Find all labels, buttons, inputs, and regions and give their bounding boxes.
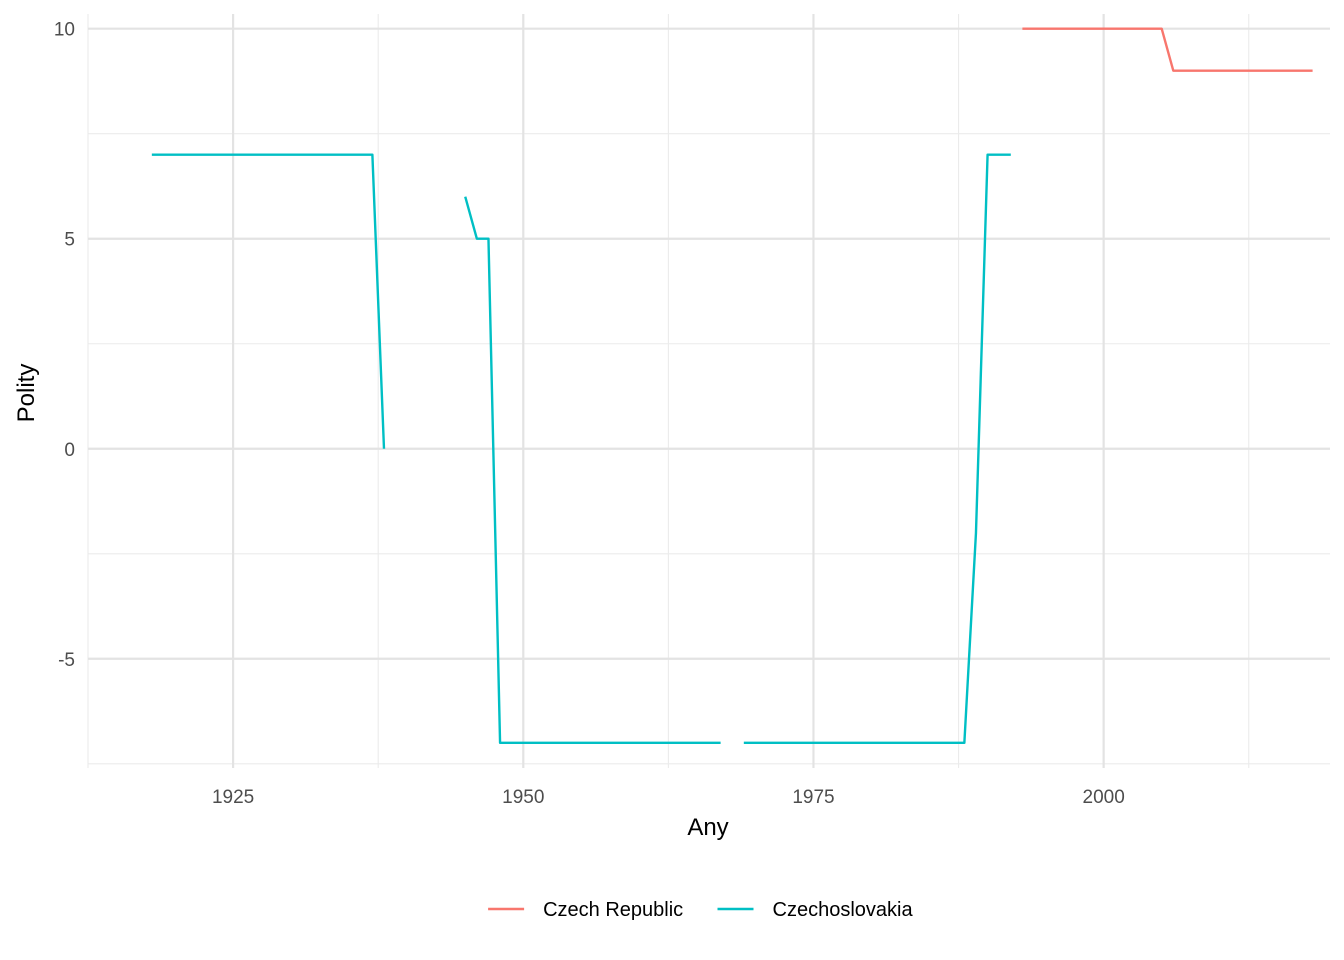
x-axis-title: Any bbox=[687, 814, 728, 841]
legend-label-czechoslovakia: Czechoslovakia bbox=[773, 899, 914, 921]
series-line-czechoslovakia bbox=[151, 153, 386, 449]
y-axis-title: Polity bbox=[13, 364, 40, 423]
major-gridlines bbox=[88, 14, 1330, 768]
minor-gridlines bbox=[87, 14, 1330, 768]
y-tick-label: 5 bbox=[64, 230, 75, 251]
legend: Czech Republic Czechoslovakia bbox=[488, 899, 913, 921]
series-line-czechoslovakia bbox=[464, 196, 721, 744]
series-line-czech-republic bbox=[1022, 27, 1313, 72]
x-axis-tick-labels: 1925 1950 1975 2000 bbox=[212, 787, 1125, 808]
series-lines bbox=[151, 27, 1313, 744]
y-tick-label: -5 bbox=[58, 650, 75, 671]
x-tick-label: 1950 bbox=[502, 787, 544, 808]
y-tick-label: 10 bbox=[54, 20, 75, 41]
y-axis-tick-labels: -5 0 5 10 bbox=[54, 20, 75, 671]
x-tick-label: 1925 bbox=[212, 787, 254, 808]
x-tick-label: 2000 bbox=[1083, 787, 1125, 808]
legend-label-czech-republic: Czech Republic bbox=[543, 899, 683, 921]
series-line-czechoslovakia bbox=[743, 153, 1011, 744]
x-tick-label: 1975 bbox=[792, 787, 834, 808]
y-tick-label: 0 bbox=[64, 440, 75, 461]
